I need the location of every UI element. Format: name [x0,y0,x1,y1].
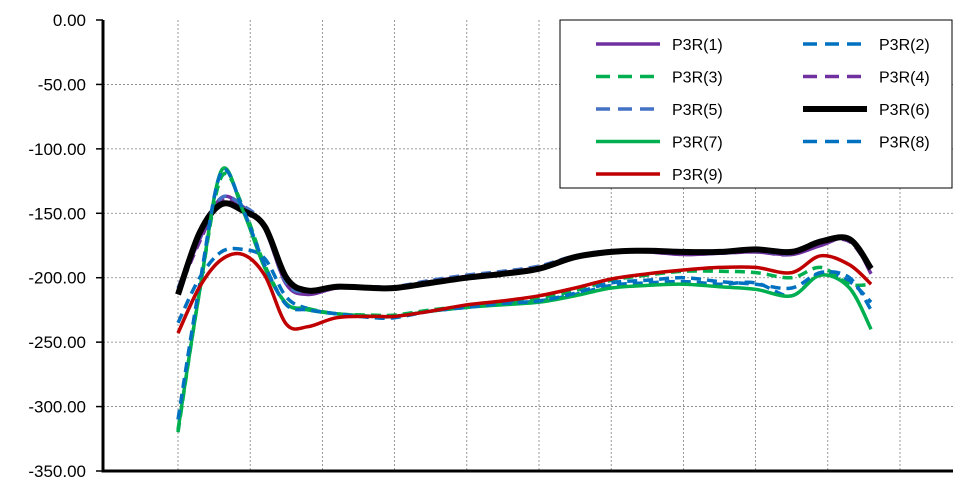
series-line-2 [176,246,873,324]
legend-label-6: P3R(6) [879,102,930,119]
legend-label-1: P3R(1) [672,37,723,54]
series-line-8 [176,167,873,420]
series-line-4 [176,196,873,295]
y-tick-label: -350.00 [28,462,86,480]
legend-label-2: P3R(2) [879,37,930,54]
series-line-6 [175,200,874,296]
series-lines [175,166,874,433]
axes [101,20,953,473]
y-tick-labels: 0.00 -50.00 -100.00 -150.00 -200.00 -250.00 -3… [28,11,103,480]
legend-label-3: P3R(3) [672,70,723,87]
y-tick-label: -250.00 [28,333,86,352]
legend-label-8: P3R(8) [879,135,930,152]
series-line-7 [176,166,873,431]
legend: P3R(1) P3R(2) P3R(3) P3R(4) P3R(5) P3R(6) P3R(… [559,19,953,189]
y-tick-label: -150.00 [28,204,86,223]
legend-label-9: P3R(9) [672,167,723,184]
y-tick-label: 0.00 [53,11,86,30]
legend-box [559,19,953,189]
legend-label-4: P3R(4) [879,70,930,87]
series-line-9 [176,251,873,334]
legend-label-7: P3R(7) [672,135,723,152]
y-tick-label: -100.00 [28,140,86,159]
y-tick-label: -50.00 [38,75,86,94]
legend-label-5: P3R(5) [672,102,723,119]
y-tick-label: -200.00 [28,269,86,288]
y-tick-label: -300.00 [28,398,86,417]
